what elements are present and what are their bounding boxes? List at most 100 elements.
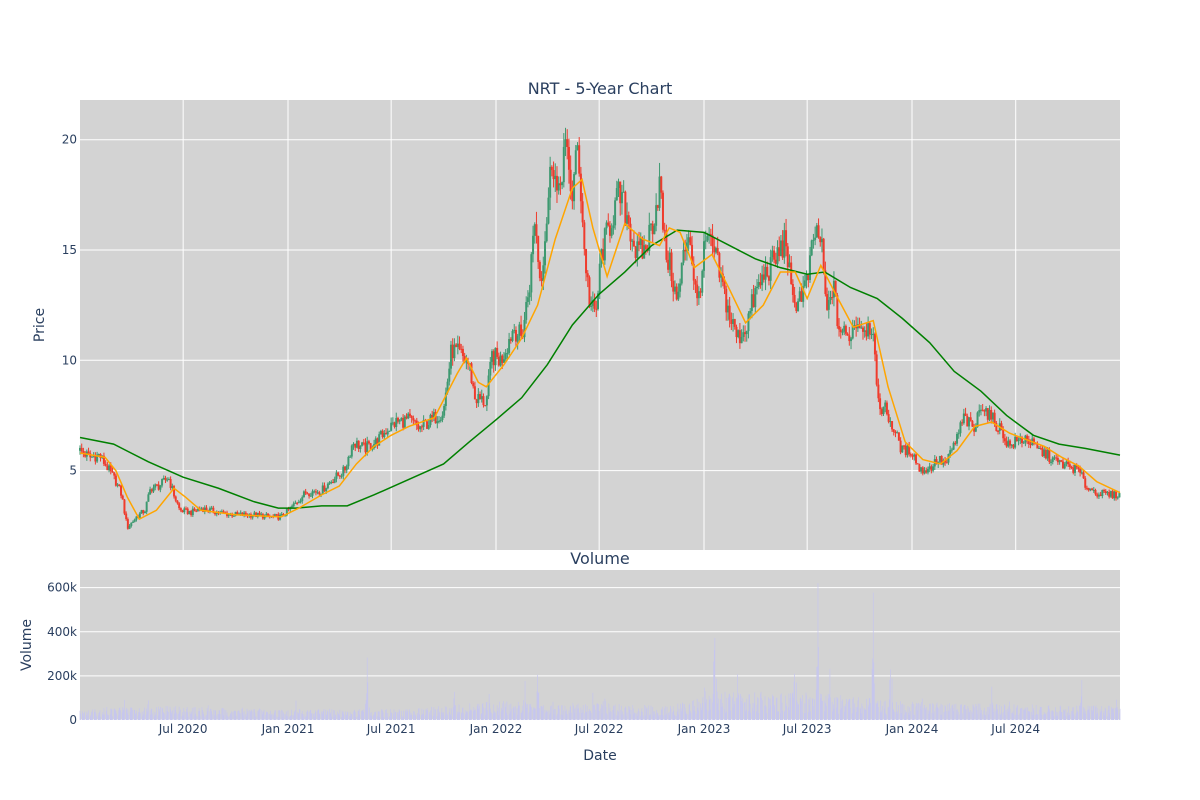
volume-bar bbox=[752, 708, 753, 720]
volume-bar bbox=[1017, 715, 1019, 720]
volume-bar bbox=[876, 703, 878, 720]
volume-bar bbox=[103, 714, 104, 720]
candle-up bbox=[383, 429, 386, 439]
volume-bar bbox=[769, 698, 771, 720]
volume-bar bbox=[1033, 708, 1034, 720]
candle-down bbox=[497, 352, 500, 367]
candle-up bbox=[740, 329, 743, 344]
volume-bar bbox=[349, 712, 351, 720]
volume-bar bbox=[487, 710, 488, 720]
candle-up bbox=[1092, 487, 1095, 493]
volume-bar bbox=[179, 711, 181, 720]
volume-bar bbox=[488, 693, 490, 720]
volume-bar bbox=[112, 716, 113, 720]
volume-bar bbox=[470, 710, 471, 720]
volume-bar bbox=[799, 697, 801, 720]
candle-up bbox=[1046, 447, 1049, 461]
volume-bar bbox=[837, 697, 839, 720]
candle-up bbox=[145, 501, 148, 515]
candle-up bbox=[714, 246, 717, 255]
volume-bar bbox=[860, 713, 862, 720]
candle-down bbox=[817, 218, 820, 239]
volume-bar bbox=[987, 706, 989, 720]
volume-bar bbox=[465, 714, 467, 720]
candle-down bbox=[114, 473, 117, 487]
volume-bar bbox=[269, 710, 271, 720]
volume-bar bbox=[857, 700, 859, 720]
volume-bar bbox=[1024, 708, 1026, 720]
candle-down bbox=[868, 322, 871, 340]
volume-bar bbox=[353, 711, 354, 720]
volume-bar bbox=[668, 712, 670, 720]
candle-up bbox=[959, 420, 962, 437]
volume-bar bbox=[206, 708, 208, 720]
volume-bar bbox=[572, 702, 574, 720]
volume-bar bbox=[199, 715, 201, 720]
volume-bar bbox=[925, 706, 927, 720]
candle-up bbox=[443, 403, 446, 418]
volume-bar bbox=[489, 708, 491, 720]
candle-down bbox=[1041, 445, 1044, 457]
candle-up bbox=[851, 319, 854, 340]
volume-bar bbox=[582, 712, 583, 720]
volume-bar bbox=[319, 713, 321, 720]
volume-bar bbox=[327, 711, 329, 720]
candle-up bbox=[776, 240, 779, 269]
volume-bar bbox=[697, 707, 699, 720]
volume-bar bbox=[903, 704, 905, 720]
volume-bar bbox=[179, 709, 181, 720]
volume-bar bbox=[614, 704, 616, 720]
volume-bar bbox=[881, 710, 883, 720]
volume-bar bbox=[339, 709, 341, 720]
volume-bar bbox=[666, 713, 667, 720]
candle-down bbox=[157, 481, 160, 491]
volume-bar bbox=[685, 711, 687, 720]
volume-bar bbox=[293, 715, 295, 720]
volume-bar bbox=[238, 710, 240, 720]
candle-up bbox=[347, 455, 350, 470]
candle-down bbox=[858, 317, 861, 329]
candle-down bbox=[1099, 491, 1102, 497]
volume-bar bbox=[768, 697, 769, 720]
volume-bar bbox=[605, 700, 606, 720]
volume-bar bbox=[1016, 706, 1018, 720]
candle-up bbox=[427, 419, 430, 430]
volume-bar bbox=[717, 698, 719, 720]
volume-bar bbox=[652, 711, 654, 720]
volume-bar bbox=[119, 707, 121, 720]
candle-down bbox=[420, 424, 423, 432]
candle-up bbox=[615, 180, 618, 201]
volume-bar bbox=[313, 713, 314, 720]
volume-bar bbox=[689, 710, 691, 720]
volume-gridlines bbox=[80, 587, 1120, 721]
volume-bar bbox=[778, 711, 780, 720]
volume-bar bbox=[828, 698, 830, 720]
volume-bar bbox=[546, 710, 548, 720]
volume-bar bbox=[654, 711, 655, 720]
candle-down bbox=[718, 251, 721, 283]
volume-bar bbox=[660, 708, 662, 720]
candle-down bbox=[785, 218, 788, 257]
volume-bar bbox=[533, 708, 535, 720]
volume-bar bbox=[250, 711, 252, 720]
volume-bar bbox=[650, 714, 651, 720]
volume-bar bbox=[353, 710, 355, 720]
candle-down bbox=[376, 437, 379, 449]
candle-up bbox=[554, 163, 557, 192]
candle-up bbox=[639, 232, 642, 249]
volume-bar bbox=[566, 714, 568, 720]
candle-down bbox=[730, 312, 733, 331]
volume-bar bbox=[1075, 713, 1077, 720]
volume-bar bbox=[1047, 706, 1049, 720]
volume-bar bbox=[822, 701, 823, 720]
volume-bar bbox=[953, 711, 954, 720]
volume-bar bbox=[565, 713, 567, 720]
volume-bar bbox=[511, 708, 512, 720]
volume-bar bbox=[765, 706, 767, 720]
volume-bar bbox=[866, 698, 867, 720]
volume-bar bbox=[686, 714, 688, 720]
volume-bar bbox=[447, 714, 448, 720]
volume-bar bbox=[852, 697, 854, 720]
volume-bar bbox=[415, 714, 416, 720]
volume-bar bbox=[713, 649, 715, 720]
